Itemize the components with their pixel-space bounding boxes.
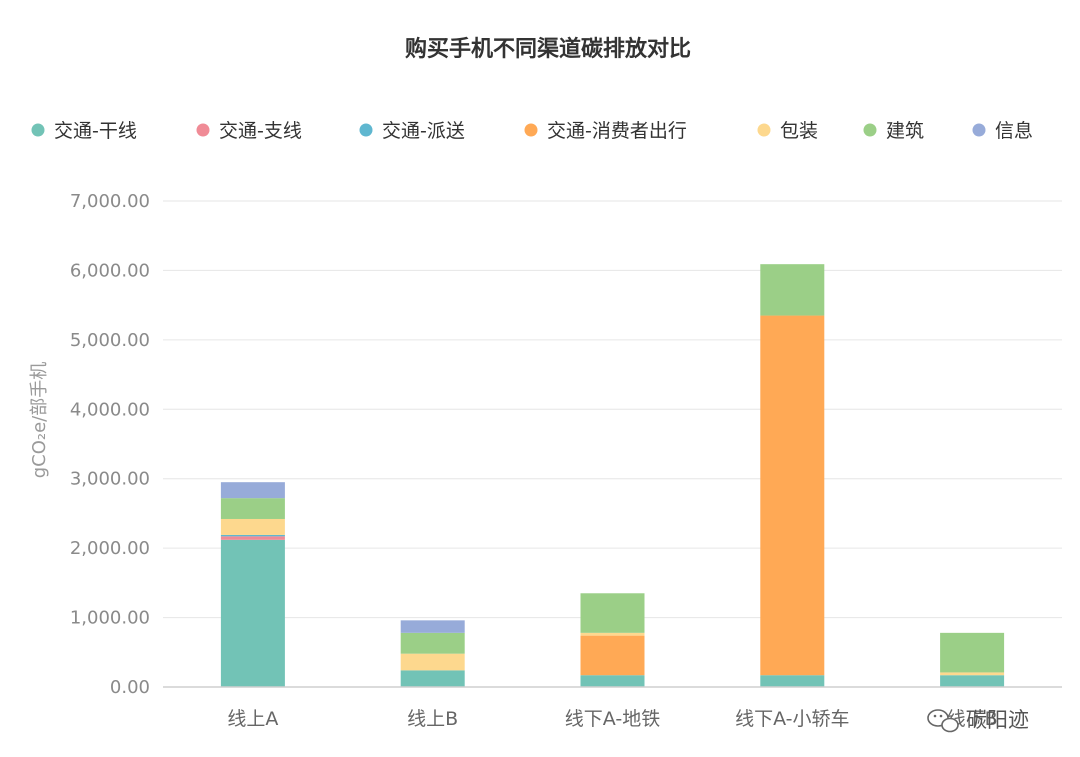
y-axis-label: gCO₂e/部手机 — [29, 362, 50, 479]
x-axis-ticks: 线上A 线上B 线下A-地铁 线下A-小轿车 线下B — [227, 708, 997, 730]
y-tick-label: 7,000.00 — [70, 191, 150, 212]
y-tick-label: 2,000.00 — [70, 538, 150, 559]
bar-segment — [220, 482, 285, 499]
y-tick-label: 4,000.00 — [70, 399, 150, 420]
bar-segment — [580, 635, 645, 676]
legend-marker — [31, 123, 45, 137]
legend-item: 交通-消费者出行 — [524, 120, 687, 142]
legend-label: 建筑 — [886, 120, 924, 142]
bar-stack — [940, 632, 1005, 687]
legend-label: 交通-消费者出行 — [547, 120, 687, 142]
bar-segment — [760, 264, 825, 316]
legend-marker — [196, 123, 210, 137]
y-tick-label: 0.00 — [110, 677, 150, 698]
y-tick-label: 5,000.00 — [70, 330, 150, 351]
legend-marker — [359, 123, 373, 137]
legend-item: 交通-派送 — [359, 120, 465, 142]
bar-segment — [580, 675, 645, 687]
bar-segment — [760, 315, 825, 676]
bar-segment — [400, 632, 465, 654]
legend-item: 建筑 — [863, 120, 924, 142]
y-tick-label: 6,000.00 — [70, 260, 150, 281]
bars — [220, 264, 1005, 687]
bar-segment — [580, 593, 645, 633]
legend-label: 交通-派送 — [382, 120, 465, 142]
legend-marker — [524, 123, 538, 137]
legend-item: 包装 — [757, 120, 818, 142]
legend-item: 交通-支线 — [196, 120, 302, 142]
legend-marker — [863, 123, 877, 137]
bar-stack — [760, 264, 825, 687]
y-tick-label: 3,000.00 — [70, 469, 150, 490]
bar-segment — [400, 670, 465, 687]
bar-segment — [220, 536, 285, 540]
watermark: 碳阳迹 — [927, 708, 1029, 733]
legend-item: 信息 — [972, 120, 1033, 142]
bar-segment — [220, 539, 285, 687]
bar-segment — [400, 653, 465, 671]
x-tick-label: 线上A — [227, 708, 278, 730]
wechat-icon — [927, 709, 959, 733]
legend-marker — [972, 123, 986, 137]
legend-label: 交通-干线 — [54, 120, 137, 142]
legend-label: 信息 — [995, 120, 1033, 142]
bar-segment — [940, 632, 1005, 673]
bar-segment — [580, 632, 645, 636]
legend-label: 包装 — [780, 120, 818, 142]
watermark-text: 碳阳迹 — [966, 708, 1029, 732]
bar-stack — [220, 482, 285, 687]
x-tick-label: 线上B — [407, 708, 458, 730]
y-axis-ticks: 0.00 1,000.00 2,000.00 3,000.00 4,000.00 5,00… — [70, 191, 150, 698]
x-tick-label: 线下A-小轿车 — [735, 708, 849, 730]
bar-stack — [400, 620, 465, 687]
bar-segment — [940, 672, 1005, 676]
bar-segment — [220, 518, 285, 535]
bar-segment — [400, 620, 465, 633]
bar-segment — [220, 534, 285, 537]
legend: 交通-干线 交通-支线 交通-派送 交通-消费者出行 包装 建筑 信息 — [31, 120, 1033, 142]
legend-item: 交通-干线 — [31, 120, 137, 142]
grid-lines — [163, 200, 1062, 619]
bar-segment — [220, 498, 285, 519]
legend-marker — [757, 123, 771, 137]
x-tick-label: 线下A-地铁 — [565, 708, 660, 730]
x-tick-label: 线下B — [947, 708, 998, 730]
chart-title: 购买手机不同渠道碳排放对比 — [405, 36, 691, 62]
bar-segment — [760, 675, 825, 687]
bar-segment — [940, 675, 1005, 687]
bar-stack — [580, 593, 645, 687]
legend-label: 交通-支线 — [219, 120, 302, 142]
y-tick-label: 1,000.00 — [70, 608, 150, 629]
